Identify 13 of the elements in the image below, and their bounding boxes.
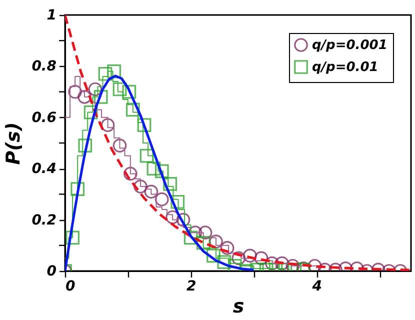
y-axis-title: P(s) (2, 122, 25, 165)
x-tick-label: 0 (66, 278, 76, 294)
x-tick-label: 4 (311, 278, 322, 294)
legend-label: q/p=0.001 (312, 38, 388, 53)
y-tick-label: 0.8 (32, 58, 57, 75)
x-tick-label: 2 (186, 278, 196, 294)
x-axis-title: s (232, 296, 244, 318)
y-tick-label: 1 (46, 8, 56, 24)
y-tick-label: 0.4 (32, 161, 56, 178)
legend-label: q/p=0.01 (312, 60, 378, 75)
y-tick-label: 0 (46, 264, 57, 280)
y-tick-label: 0.6 (32, 110, 57, 126)
y-tick-label: 0.2 (32, 212, 56, 228)
